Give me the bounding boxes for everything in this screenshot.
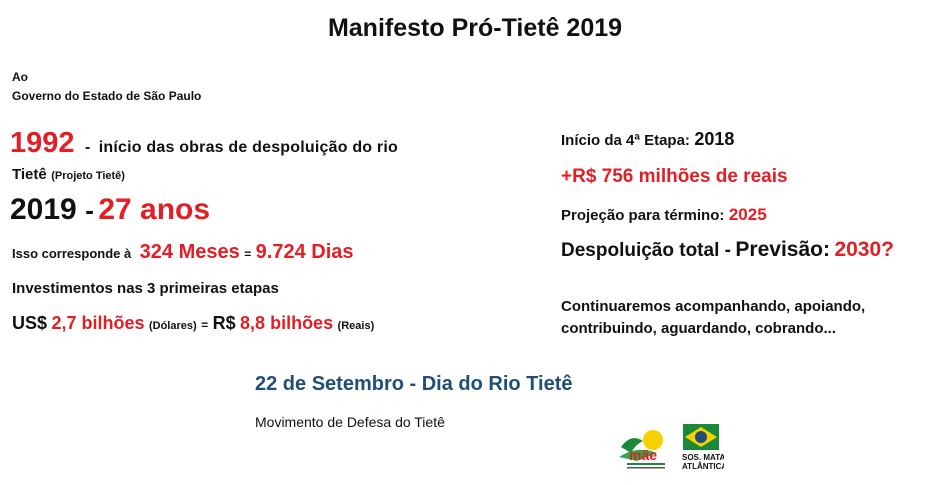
stage-line: Início da 4ª Etapa: 2018 bbox=[561, 129, 734, 150]
sos-mata-atlantica-logo: SOS. MATA ATLÂNTICA bbox=[680, 424, 727, 472]
page-title: Manifesto Pró-Tietê 2019 bbox=[327, 14, 623, 42]
total-label: Despoluição total - bbox=[561, 240, 731, 261]
closing-line1: Continuaremos acompanhando, apoiando, bbox=[561, 298, 866, 315]
start-text2: Tietê bbox=[12, 166, 47, 183]
sos-logo-text1: SOS. MATA bbox=[682, 453, 724, 462]
forecast-year: 2030? bbox=[834, 238, 894, 261]
corresponds-label: Isso corresponde à bbox=[12, 246, 132, 261]
start-text: início das obras de despoluição do rio bbox=[98, 139, 398, 156]
start-line: 1992 - início das obras de despoluição d… bbox=[10, 127, 398, 160]
year-start: 1992 bbox=[10, 127, 75, 159]
projection-line: Projeção para término: 2025 bbox=[561, 205, 767, 225]
investment-4th-stage: +R$ 756 milhões de reais bbox=[561, 166, 788, 187]
dash2: - bbox=[85, 195, 94, 225]
start-note: (Projeto Tietê) bbox=[51, 170, 125, 182]
stage-year: 2018 bbox=[694, 129, 735, 149]
closing-line2: contribuindo, aguardando, cobrando... bbox=[561, 320, 836, 337]
brl-label: R$ bbox=[212, 313, 236, 333]
equals-sign: = bbox=[244, 247, 252, 261]
sos-logo-text2: ATLÂNTICA bbox=[682, 462, 724, 471]
stage-label: Início da 4ª Etapa: bbox=[561, 132, 690, 149]
year-now: 2019 bbox=[10, 193, 77, 226]
months-line: Isso corresponde à 324 Meses = 9.724 Dia… bbox=[12, 241, 354, 264]
brl-value: 8,8 bilhões bbox=[240, 313, 334, 333]
event-title: 22 de Setembro - Dia do Rio Tietê bbox=[255, 373, 573, 395]
usd-value: 2,7 bilhões bbox=[51, 313, 145, 333]
usd-label: US$ bbox=[12, 313, 48, 333]
years-line: 2019 - 27 anos bbox=[10, 193, 210, 227]
months-value: 324 Meses bbox=[139, 241, 240, 263]
years-count: 27 anos bbox=[98, 193, 211, 226]
forecast-line: Despoluição total - Previsão: 2030? bbox=[561, 238, 894, 262]
projection-label: Projeção para término: bbox=[561, 207, 725, 224]
projection-year: 2025 bbox=[728, 205, 767, 224]
mae-logo-text: mãe bbox=[629, 447, 657, 463]
equals-sign-2: = bbox=[201, 318, 209, 332]
investments-label: Investimentos nas 3 primeiras etapas bbox=[12, 280, 279, 297]
mae-logo: mãe bbox=[617, 427, 673, 471]
days-value: 9.724 Dias bbox=[255, 241, 354, 263]
start-line2: Tietê (Projeto Tietê) bbox=[12, 166, 125, 184]
usd-note: (Dólares) bbox=[148, 320, 197, 332]
dash: - bbox=[84, 139, 91, 156]
forecast-label: Previsão: bbox=[735, 238, 830, 261]
addressee-line1: Ao bbox=[12, 70, 28, 84]
addressee-line2: Governo do Estado de São Paulo bbox=[12, 89, 202, 103]
brl-note: (Reais) bbox=[337, 320, 375, 332]
movement-name: Movimento de Defesa do Tietê bbox=[255, 414, 445, 430]
investments-values: US$ 2,7 bilhões (Dólares) = R$ 8,8 bilhõ… bbox=[12, 313, 374, 334]
